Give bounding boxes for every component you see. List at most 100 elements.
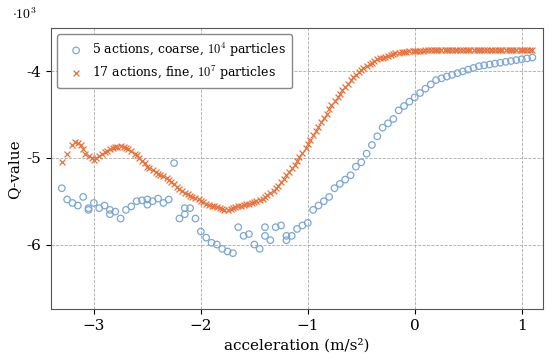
5 actions, coarse, $10^4$ particles xyxy=(383,121,392,126)
17 actions, fine, $10^7$ particles xyxy=(330,98,339,104)
5 actions, coarse, $10^4$ particles xyxy=(287,233,296,239)
17 actions, fine, $10^7$ particles xyxy=(298,150,307,156)
17 actions, fine, $10^7$ particles xyxy=(74,140,82,146)
5 actions, coarse, $10^4$ particles xyxy=(373,134,382,139)
17 actions, fine, $10^7$ particles xyxy=(373,57,382,62)
17 actions, fine, $10^7$ particles xyxy=(491,47,499,53)
5 actions, coarse, $10^4$ particles xyxy=(298,222,307,228)
5 actions, coarse, $10^4$ particles xyxy=(175,216,184,221)
5 actions, coarse, $10^4$ particles xyxy=(239,233,248,239)
5 actions, coarse, $10^4$ particles xyxy=(106,207,114,213)
17 actions, fine, $10^7$ particles xyxy=(145,166,154,171)
5 actions, coarse, $10^4$ particles xyxy=(351,164,360,170)
17 actions, fine, $10^7$ particles xyxy=(528,47,537,53)
17 actions, fine, $10^7$ particles xyxy=(266,190,275,195)
17 actions, fine, $10^7$ particles xyxy=(191,195,200,201)
17 actions, fine, $10^7$ particles xyxy=(84,153,93,159)
17 actions, fine, $10^7$ particles xyxy=(173,184,182,189)
5 actions, coarse, $10^4$ particles xyxy=(159,200,168,206)
Y-axis label: Q-value: Q-value xyxy=(7,139,21,199)
17 actions, fine, $10^7$ particles xyxy=(472,47,481,53)
17 actions, fine, $10^7$ particles xyxy=(227,206,235,212)
5 actions, coarse, $10^4$ particles xyxy=(153,196,162,202)
5 actions, coarse, $10^4$ particles xyxy=(116,216,125,221)
17 actions, fine, $10^7$ particles xyxy=(314,124,323,130)
17 actions, fine, $10^7$ particles xyxy=(507,47,515,53)
17 actions, fine, $10^7$ particles xyxy=(230,204,239,210)
17 actions, fine, $10^7$ particles xyxy=(87,155,96,161)
17 actions, fine, $10^7$ particles xyxy=(466,47,475,53)
5 actions, coarse, $10^4$ particles xyxy=(282,237,291,243)
17 actions, fine, $10^7$ particles xyxy=(509,47,518,53)
17 actions, fine, $10^7$ particles xyxy=(199,199,207,205)
17 actions, fine, $10^7$ particles xyxy=(277,179,285,185)
17 actions, fine, $10^7$ particles xyxy=(504,47,513,53)
17 actions, fine, $10^7$ particles xyxy=(398,49,406,55)
5 actions, coarse, $10^4$ particles xyxy=(304,220,312,226)
17 actions, fine, $10^7$ particles xyxy=(70,139,79,145)
17 actions, fine, $10^7$ particles xyxy=(459,47,468,53)
17 actions, fine, $10^7$ particles xyxy=(408,49,417,54)
17 actions, fine, $10^7$ particles xyxy=(250,199,258,205)
5 actions, coarse, $10^4$ particles xyxy=(234,224,243,230)
17 actions, fine, $10^7$ particles xyxy=(186,193,195,199)
5 actions, coarse, $10^4$ particles xyxy=(314,203,323,208)
5 actions, coarse, $10^4$ particles xyxy=(357,159,366,165)
17 actions, fine, $10^7$ particles xyxy=(290,162,299,168)
5 actions, coarse, $10^4$ particles xyxy=(346,172,355,178)
17 actions, fine, $10^7$ particles xyxy=(269,188,278,194)
17 actions, fine, $10^7$ particles xyxy=(106,147,114,152)
17 actions, fine, $10^7$ particles xyxy=(127,148,136,154)
17 actions, fine, $10^7$ particles xyxy=(416,48,425,54)
17 actions, fine, $10^7$ particles xyxy=(68,142,77,148)
17 actions, fine, $10^7$ particles xyxy=(351,72,360,78)
17 actions, fine, $10^7$ particles xyxy=(344,81,353,86)
17 actions, fine, $10^7$ particles xyxy=(389,51,398,57)
17 actions, fine, $10^7$ particles xyxy=(255,198,264,203)
17 actions, fine, $10^7$ particles xyxy=(378,55,387,60)
5 actions, coarse, $10^4$ particles xyxy=(180,211,189,217)
17 actions, fine, $10^7$ particles xyxy=(426,48,435,53)
17 actions, fine, $10^7$ particles xyxy=(362,63,371,69)
5 actions, coarse, $10^4$ particles xyxy=(394,107,403,113)
17 actions, fine, $10^7$ particles xyxy=(323,111,332,117)
17 actions, fine, $10^7$ particles xyxy=(512,47,521,53)
17 actions, fine, $10^7$ particles xyxy=(455,47,464,53)
5 actions, coarse, $10^4$ particles xyxy=(405,99,414,104)
5 actions, coarse, $10^4$ particles xyxy=(528,55,537,60)
17 actions, fine, $10^7$ particles xyxy=(245,201,254,207)
17 actions, fine, $10^7$ particles xyxy=(301,145,310,151)
5 actions, coarse, $10^4$ particles xyxy=(132,198,141,204)
17 actions, fine, $10^7$ particles xyxy=(111,144,120,149)
17 actions, fine, $10^7$ particles xyxy=(63,151,72,157)
5 actions, coarse, $10^4$ particles xyxy=(170,160,179,166)
17 actions, fine, $10^7$ particles xyxy=(312,128,321,134)
5 actions, coarse, $10^4$ particles xyxy=(336,181,344,187)
5 actions, coarse, $10^4$ particles xyxy=(196,229,205,234)
17 actions, fine, $10^7$ particles xyxy=(287,166,296,171)
17 actions, fine, $10^7$ particles xyxy=(469,47,478,53)
5 actions, coarse, $10^4$ particles xyxy=(74,203,82,208)
17 actions, fine, $10^7$ particles xyxy=(188,194,197,200)
17 actions, fine, $10^7$ particles xyxy=(496,47,505,53)
5 actions, coarse, $10^4$ particles xyxy=(293,226,301,232)
17 actions, fine, $10^7$ particles xyxy=(95,153,103,159)
17 actions, fine, $10^7$ particles xyxy=(248,200,256,206)
17 actions, fine, $10^7$ particles xyxy=(194,197,203,202)
17 actions, fine, $10^7$ particles xyxy=(391,50,400,56)
17 actions, fine, $10^7$ particles xyxy=(124,147,133,152)
17 actions, fine, $10^7$ particles xyxy=(180,190,189,195)
5 actions, coarse, $10^4$ particles xyxy=(362,151,371,157)
17 actions, fine, $10^7$ particles xyxy=(57,159,66,165)
5 actions, coarse, $10^4$ particles xyxy=(426,81,435,87)
17 actions, fine, $10^7$ particles xyxy=(357,67,366,72)
17 actions, fine, $10^7$ particles xyxy=(365,62,374,67)
5 actions, coarse, $10^4$ particles xyxy=(496,60,505,66)
17 actions, fine, $10^7$ particles xyxy=(370,58,378,64)
17 actions, fine, $10^7$ particles xyxy=(209,203,218,209)
17 actions, fine, $10^7$ particles xyxy=(444,47,453,53)
5 actions, coarse, $10^4$ particles xyxy=(180,205,189,211)
17 actions, fine, $10^7$ particles xyxy=(309,132,317,138)
5 actions, coarse, $10^4$ particles xyxy=(218,246,227,252)
17 actions, fine, $10^7$ particles xyxy=(410,48,419,54)
